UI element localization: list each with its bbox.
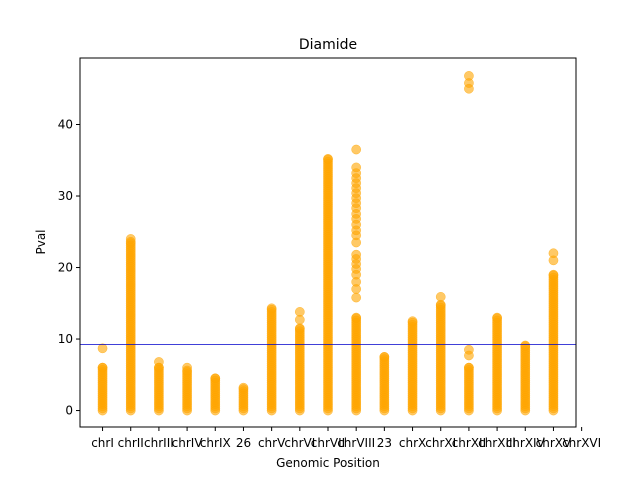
data-point (323, 153, 333, 164)
data-point (351, 292, 362, 303)
x-tick-label: chrIX (200, 436, 231, 450)
data-point (125, 234, 136, 244)
data-point (351, 312, 362, 323)
x-tick-label: 23 (377, 436, 392, 450)
x-tick-label: chrV (258, 436, 286, 450)
data-points (97, 71, 559, 416)
y-tick-label: 20 (58, 261, 73, 275)
x-tick-label: chrXIII (478, 436, 516, 450)
data-point (210, 373, 221, 384)
y-tick-label: 40 (58, 118, 73, 132)
data-point (294, 307, 305, 317)
data-point (520, 340, 531, 351)
data-point (266, 303, 277, 314)
y-axis-label: Pval (34, 229, 48, 254)
data-point (154, 357, 164, 367)
x-tick-label: chrX (399, 436, 426, 450)
data-point (464, 83, 474, 94)
x-tick-label: chrIII (144, 436, 174, 450)
data-point (182, 362, 192, 373)
data-point (464, 362, 474, 373)
x-tick-label: 26 (236, 436, 251, 450)
x-tick-label: chrXV (536, 436, 572, 450)
data-point (351, 249, 362, 260)
x-tick-label: chrXII (452, 436, 486, 450)
data-point (548, 269, 559, 280)
data-point (464, 344, 474, 355)
x-tick-label: chrXIV (506, 436, 546, 450)
data-point (97, 362, 108, 373)
y-tick-label: 10 (58, 332, 73, 346)
y-axis: 0 10 20 30 40 (58, 118, 80, 418)
y-tick-label: 0 (65, 404, 73, 418)
x-tick-label: chrVII (311, 436, 345, 450)
chart-title: Diamide (299, 37, 357, 53)
data-point (238, 382, 249, 393)
data-point (379, 352, 390, 362)
x-tick-label: chrVI (284, 436, 315, 450)
x-tick-label: chrI (91, 436, 114, 450)
x-axis-label: Genomic Position (276, 456, 380, 470)
y-tick-label: 30 (58, 189, 73, 203)
x-tick-label: chrIV (172, 436, 204, 450)
data-point (294, 323, 305, 334)
data-point (351, 144, 362, 155)
data-point (492, 312, 502, 323)
x-tick-label: chrXVI (562, 436, 601, 450)
data-point (97, 343, 108, 354)
x-tick-label: chrII (118, 436, 144, 450)
data-point (407, 316, 418, 327)
data-point (548, 248, 559, 259)
data-point (435, 291, 446, 302)
x-tick-label: chrXI (425, 436, 456, 450)
data-point (351, 162, 362, 173)
x-tick-label: chrVIII (337, 436, 375, 450)
